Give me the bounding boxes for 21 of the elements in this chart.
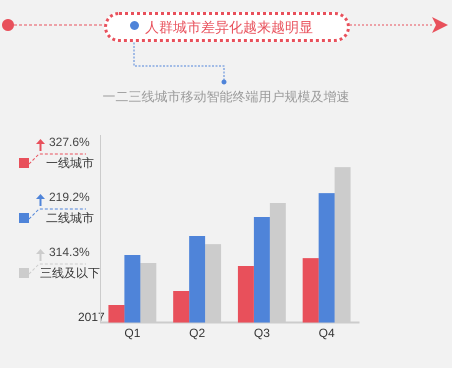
bar [254,217,270,323]
bar [108,305,124,323]
chart-subtitle: 一二三线城市移动智能终端用户规模及增速 [102,88,350,106]
bar [318,193,335,323]
bar [238,266,254,323]
x-tick-label: Q1 [124,326,141,340]
bar [124,254,140,323]
chart-title: 人群城市差异化越来越明显 [104,12,350,42]
x-tick-label: Q2 [189,326,206,340]
legend-label: 三线及以下 [40,265,100,282]
bar [302,258,319,323]
x-tick-label: Q3 [254,326,270,340]
legend-label: 一线城市 [46,155,94,172]
annotation: 2017 [78,310,105,324]
text: 327.6% [49,135,90,149]
bar [189,236,206,323]
text: 219.2% [49,190,90,204]
legend-label: 二线城市 [46,210,94,227]
x-tick-label: Q4 [318,326,335,340]
bar [173,291,190,323]
text: 314.3% [49,245,90,259]
